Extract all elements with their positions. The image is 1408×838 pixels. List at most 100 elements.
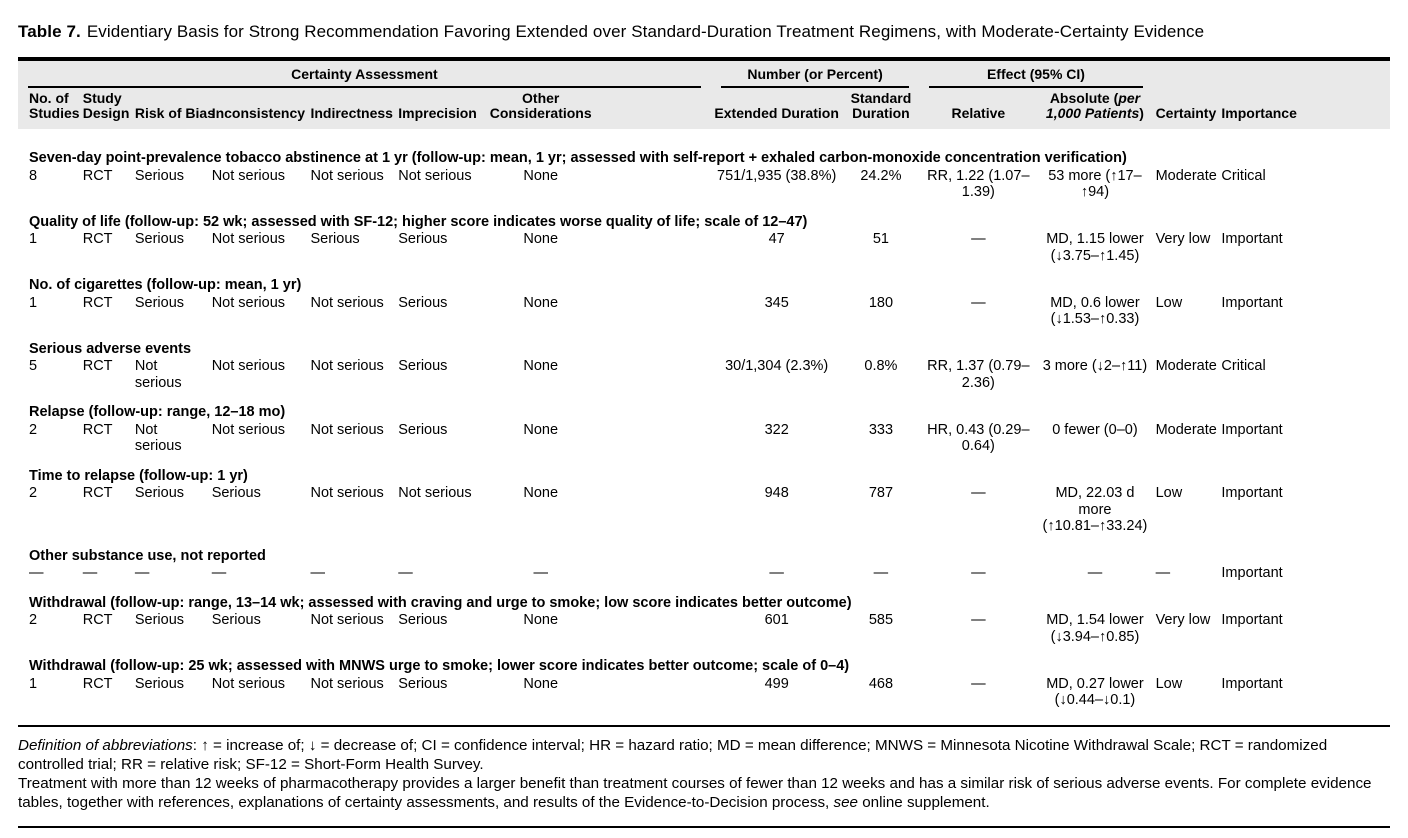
group-header: Effect (95% CI) <box>919 59 1152 88</box>
cell-indirectness: Not serious <box>310 421 384 438</box>
cell-study-design: RCT <box>82 231 113 248</box>
cell-extended-duration: — <box>769 565 784 582</box>
cell-absolute: MD, 1.54 lower (↓3.94–↑0.85) <box>1046 612 1144 645</box>
cell-indirectness: Not serious <box>310 612 384 629</box>
table-body: Seven-day point-prevalence tobacco absti… <box>18 129 1390 726</box>
general-note-text-2: online supplement. <box>857 794 990 812</box>
cell-standard-duration: 787 <box>868 485 894 502</box>
general-note-text-1: Treatment with more than 12 weeks of pha… <box>18 775 1372 812</box>
cell-no-of-studies: 2 <box>29 612 38 629</box>
cell-standard-duration: 180 <box>868 294 894 311</box>
cell-no-of-studies: 8 <box>29 167 38 184</box>
cell-no-of-studies: 1 <box>29 231 38 248</box>
cell-importance: Important <box>1221 612 1283 629</box>
column-header-inconsistency: Inconsistency <box>211 105 306 122</box>
cell-relative: RR, 1.37 (0.79–2.36) <box>927 358 1030 391</box>
cell-other-considerations: None <box>523 612 559 629</box>
cell-standard-duration: 468 <box>868 675 894 692</box>
cell-certainty: Low <box>1155 675 1183 692</box>
data-row: — — — — — — — — — — — — Important <box>18 564 1390 582</box>
cell-no-of-studies: 1 <box>29 294 38 311</box>
section-title: No. of cigarettes (follow-up: mean, 1 yr… <box>29 277 302 294</box>
cell-study-design: RCT <box>82 421 113 438</box>
cell-relative: — <box>971 485 986 502</box>
group-header-label: Effect (95% CI) <box>929 66 1143 88</box>
data-row: 2 RCT Not serious Not serious Not serious Ser… <box>18 421 1390 455</box>
cell-extended-duration: 751/1,935 (38.8%) <box>717 167 837 184</box>
table-caption: Evidentiary Basis for Strong Recommendat… <box>86 22 1205 41</box>
cell-no-of-studies: 2 <box>29 421 38 438</box>
cell-certainty: Very low <box>1155 231 1211 248</box>
cell-risk-of-bias: Serious <box>134 612 185 629</box>
cell-risk-of-bias: Serious <box>134 675 185 692</box>
cell-extended-duration: 47 <box>768 231 785 248</box>
cell-inconsistency: Not serious <box>211 421 286 438</box>
cell-study-design: RCT <box>82 675 113 692</box>
cell-risk-of-bias: Serious <box>134 231 185 248</box>
data-row: 1 RCT Serious Not serious Not serious Serious… <box>18 294 1390 328</box>
cell-study-design: RCT <box>82 358 113 375</box>
cell-certainty: Moderate <box>1155 358 1217 375</box>
cell-extended-duration: 30/1,304 (2.3%) <box>725 358 829 375</box>
group-header: Number (or Percent) <box>711 59 920 88</box>
group-header-label: Number (or Percent) <box>720 66 910 88</box>
section-header-row: Seven-day point-prevalence tobacco absti… <box>18 129 1390 167</box>
section-title: Serious adverse events <box>29 340 192 357</box>
cell-risk-of-bias: Not serious <box>134 421 182 455</box>
spacer-cell <box>601 357 711 391</box>
section-header-row: Withdrawal (follow-up: range, 13–14 wk; … <box>18 582 1390 612</box>
cell-inconsistency: Not serious <box>211 231 286 248</box>
cell-inconsistency: Serious <box>211 612 261 629</box>
cell-other-considerations: None <box>523 485 559 502</box>
cell-imprecision: Serious <box>398 358 448 375</box>
section-header-row: Other substance use, not reported <box>18 535 1390 565</box>
section-title: Seven-day point-prevalence tobacco absti… <box>29 150 1127 167</box>
group-header-empty <box>1153 59 1219 88</box>
section-header-row: Withdrawal (follow-up: 25 wk; assessed w… <box>18 645 1390 675</box>
section-title: Quality of life (follow-up: 52 wk; asses… <box>29 213 808 230</box>
cell-importance: Important <box>1221 421 1283 438</box>
cell-risk-of-bias: Not serious <box>134 358 182 391</box>
cell-inconsistency: Serious <box>211 485 261 502</box>
cell-inconsistency: Not serious <box>211 294 286 311</box>
column-header-importance: Importance <box>1221 105 1297 122</box>
section-header-row: No. of cigarettes (follow-up: mean, 1 yr… <box>18 264 1390 294</box>
cell-imprecision: Serious <box>398 231 448 248</box>
cell-standard-duration: 0.8% <box>864 358 898 375</box>
cell-standard-duration: 585 <box>868 612 894 629</box>
footnotes: Definition of abbreviations: ↑ = increas… <box>18 736 1390 813</box>
spacer-cell <box>601 421 711 455</box>
cell-inconsistency: Not serious <box>211 358 286 375</box>
cell-relative: — <box>971 294 986 311</box>
column-header-row: No. of Studies Study Design Risk of Bias In… <box>18 88 1390 129</box>
data-row: 1 RCT Serious Not serious Not serious Serious… <box>18 675 1390 726</box>
cell-extended-duration: 948 <box>764 485 789 502</box>
cell-indirectness: Not serious <box>310 167 384 184</box>
cell-relative: — <box>971 612 986 629</box>
abbreviations-text: : ↑ = increase of; ↓ = decrease of; CI =… <box>18 736 1328 774</box>
column-header-study-design: Study Design <box>82 89 130 122</box>
cell-extended-duration: 345 <box>764 294 789 311</box>
section-title: Withdrawal (follow-up: range, 13–14 wk; … <box>29 594 852 611</box>
cell-importance: Important <box>1221 231 1283 248</box>
cell-importance: Important <box>1221 485 1283 502</box>
cell-certainty: — <box>1155 565 1171 582</box>
cell-absolute: — <box>1087 565 1103 582</box>
column-header-no-of-studies: No. of Studies <box>29 89 80 122</box>
evidence-table: Certainty Assessment Number (or Percent) E… <box>18 57 1390 727</box>
cell-indirectness: Not serious <box>310 358 384 375</box>
cell-imprecision: Not serious <box>398 485 472 502</box>
cell-risk-of-bias: Serious <box>134 294 185 311</box>
cell-study-design: RCT <box>82 294 113 311</box>
abbreviations-note: Definition of abbreviations: ↑ = increas… <box>18 736 1390 774</box>
section-title: Time to relapse (follow-up: 1 yr) <box>29 467 248 484</box>
column-header-extended-duration: Extended Duration <box>714 105 839 122</box>
spacer-cell <box>601 484 711 535</box>
data-row: 5 RCT Not serious Not serious Not serious Ser… <box>18 357 1390 391</box>
data-row: 8 RCT Serious Not serious Not serious Not ser… <box>18 167 1390 201</box>
column-header-absolute: Absolute (per 1,000 Patients) <box>1045 89 1144 122</box>
cell-study-design: RCT <box>82 485 113 502</box>
cell-no-of-studies: 2 <box>29 485 38 502</box>
spacer-cell <box>601 294 711 328</box>
